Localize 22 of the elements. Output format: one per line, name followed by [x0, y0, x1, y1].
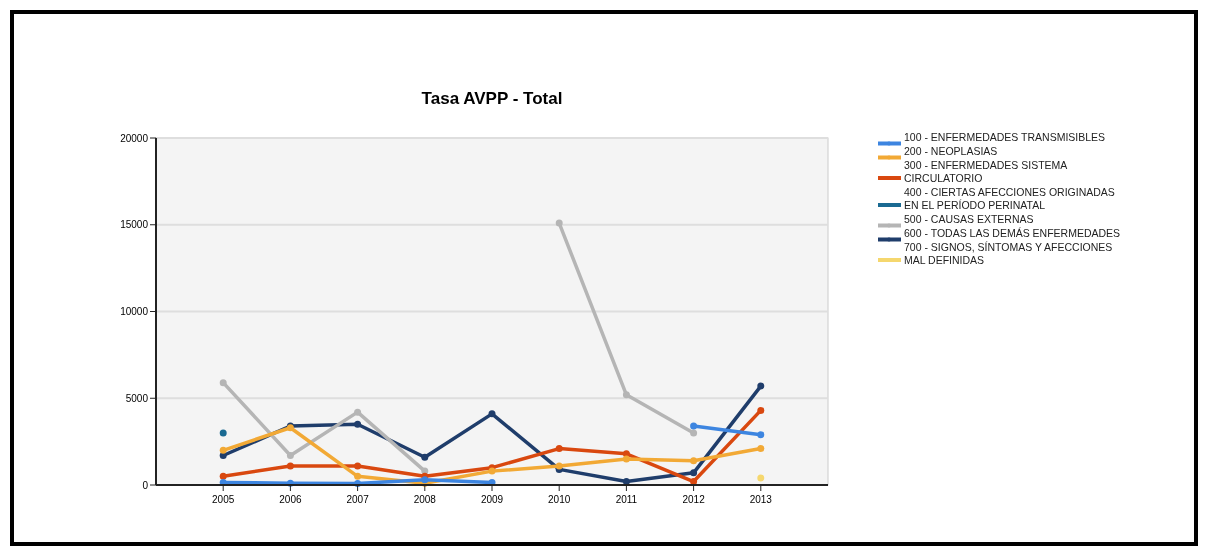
x-tick-label: 2007: [346, 494, 370, 505]
x-tick-label: 2009: [480, 494, 504, 505]
y-tick-label: 10000: [120, 306, 149, 317]
x-tick-label: 2011: [615, 494, 638, 505]
y-tick-label: 5000: [125, 392, 149, 404]
x-tick-label: 2005: [212, 494, 235, 505]
x-tick-label: 2013: [749, 494, 773, 505]
x-tick-label: 2008: [413, 494, 437, 505]
legend-label: 200 - NEOPLASIAS: [904, 145, 998, 157]
chart-title: Tasa AVPP - Total: [421, 89, 563, 108]
x-tick-label: 2010: [548, 494, 571, 505]
x-tick-label: 2012: [682, 494, 706, 505]
legend-label: 600 - TODAS LAS DEMÁS ENFERMEDADES: [904, 227, 1121, 239]
x-tick-label: 2006: [279, 494, 302, 505]
legend-label: 100 - ENFERMEDADES TRANSMISIBLES: [904, 131, 1106, 143]
legend-label: 400 - CIERTAS AFECCIONES ORIGINADAS EN EL PERÍODO PERINATAL: [904, 186, 1115, 211]
legend-label: 500 - CAUSAS EXTERNAS: [904, 213, 1034, 225]
y-tick-label: 0: [142, 479, 149, 491]
legend-label: 700 - SIGNOS, SÍNTOMAS Y AFECCIONES MAL DEFINIDAS: [904, 241, 1113, 266]
y-tick-label: 20000: [120, 132, 149, 144]
legend-label: 300 - ENFERMEDADES SISTEMA CIRCULATORIO: [904, 159, 1068, 184]
y-tick-label: 15000: [120, 219, 149, 231]
